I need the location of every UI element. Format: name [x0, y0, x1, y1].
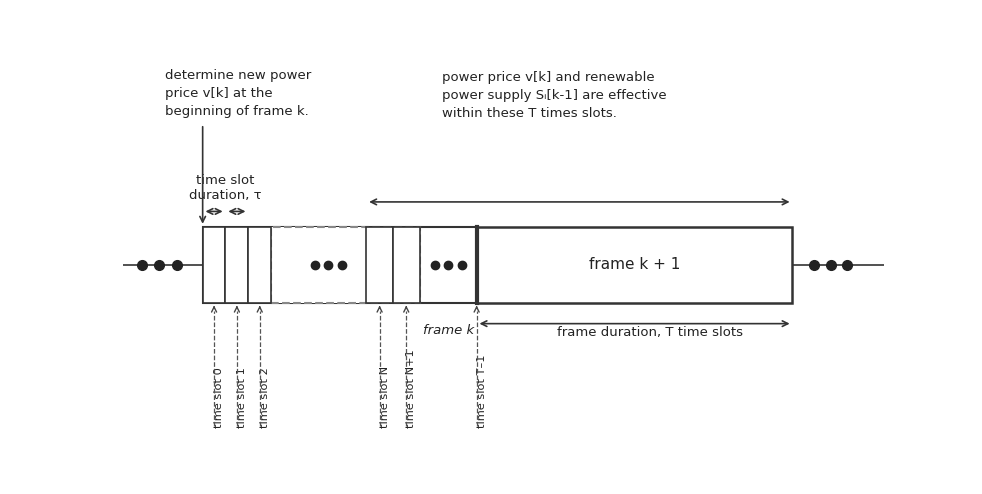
Text: time slot N+1: time slot N+1 [407, 349, 416, 428]
Text: time slot 0: time slot 0 [214, 368, 224, 428]
Bar [476, 227, 792, 303]
Bar [271, 227, 419, 303]
Bar [366, 227, 393, 303]
Text: time slot N: time slot N [380, 366, 390, 428]
Text: time slot
duration, τ: time slot duration, τ [190, 174, 262, 202]
Bar [202, 227, 476, 303]
Text: determine new power
price v[k] at the
beginning of frame k.: determine new power price v[k] at the be… [165, 69, 311, 118]
Bar [202, 227, 226, 303]
Text: time slot 2: time slot 2 [259, 368, 270, 428]
Text: frame k + 1: frame k + 1 [589, 257, 681, 272]
Text: frame k: frame k [422, 324, 473, 336]
Text: time slot T–1: time slot T–1 [476, 355, 487, 428]
Bar [226, 227, 248, 303]
Bar [248, 227, 271, 303]
Text: power price v[k] and renewable
power supply Sᵢ[k-1] are effective
within these T: power price v[k] and renewable power sup… [442, 71, 667, 120]
Text: time slot 1: time slot 1 [237, 368, 246, 428]
Text: frame duration, T time slots: frame duration, T time slots [557, 326, 742, 338]
Bar [393, 227, 419, 303]
